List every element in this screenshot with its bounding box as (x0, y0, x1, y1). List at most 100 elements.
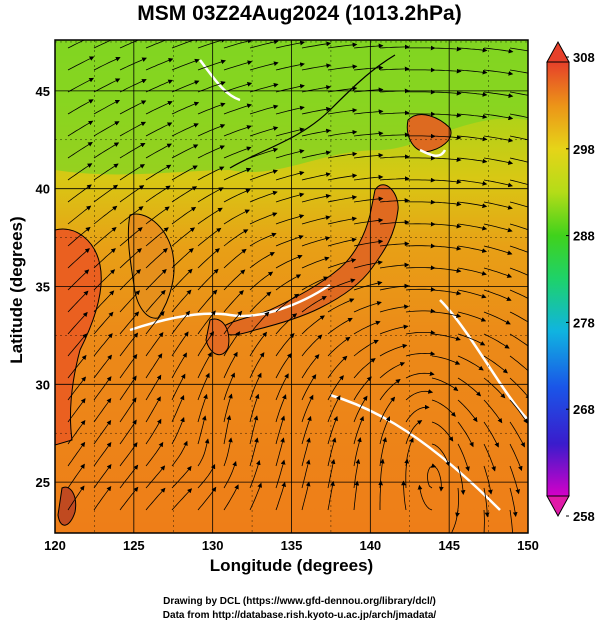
streamline (275, 481, 286, 511)
streamline (379, 362, 406, 379)
streamline (509, 267, 528, 276)
streamline (353, 395, 368, 423)
isotherm-line (329, 393, 501, 511)
streamline (223, 484, 239, 511)
streamline (509, 47, 528, 52)
streamline (353, 217, 384, 225)
streamline (223, 331, 241, 357)
streamline (249, 61, 279, 71)
streamline (93, 248, 116, 269)
streamline (431, 112, 462, 118)
streamline (67, 40, 86, 49)
streamline (509, 465, 521, 495)
colorbar-tick-label: 268 (573, 402, 595, 417)
streamline (509, 289, 528, 299)
streamline (327, 216, 357, 225)
streamline (93, 290, 115, 313)
streamline (483, 201, 513, 210)
streamline (93, 419, 112, 445)
streamline (93, 205, 118, 225)
streamline (67, 226, 91, 247)
streamline (119, 40, 148, 49)
streamline (483, 377, 506, 399)
streamline (509, 311, 528, 323)
streamline (353, 109, 384, 115)
y-tick-label: 30 (36, 377, 50, 392)
streamline (93, 121, 120, 137)
streamline (353, 480, 360, 511)
x-tick-label: 145 (438, 538, 460, 553)
isotherm-line (129, 283, 331, 332)
streamline (275, 214, 305, 225)
isotherm-line (439, 299, 528, 421)
streamline (119, 143, 146, 159)
streamline (249, 437, 259, 467)
streamline (353, 43, 384, 49)
streamline (275, 437, 285, 467)
streamline (457, 113, 488, 119)
streamline (379, 241, 410, 247)
streamline (457, 465, 466, 495)
streamline (249, 393, 260, 423)
streamline (171, 331, 189, 357)
streamline (431, 201, 462, 207)
streamline (457, 355, 484, 371)
colorbar-tick-label: 258 (573, 509, 595, 524)
streamline (197, 438, 210, 467)
streamline (509, 443, 523, 472)
streamline (457, 333, 486, 346)
streamline (509, 245, 528, 253)
streamline (197, 145, 225, 159)
streamline (301, 106, 332, 115)
streamline (401, 480, 407, 511)
streamline (197, 372, 210, 401)
streamline (431, 377, 459, 391)
streamline (197, 207, 223, 225)
streamline (275, 105, 305, 115)
streamline (353, 152, 384, 159)
streamline (379, 44, 410, 50)
streamline (145, 374, 162, 401)
streamline (509, 113, 528, 119)
streamline (301, 128, 331, 137)
streamline (379, 304, 409, 313)
streamline (405, 243, 436, 249)
streamline (353, 300, 382, 313)
streamline (119, 57, 147, 71)
y-axis-label: Latitude (degrees) (7, 216, 26, 364)
streamline (353, 415, 364, 445)
streamline (93, 354, 112, 379)
streamline (171, 440, 188, 467)
streamline (379, 66, 410, 72)
streamline (327, 173, 358, 181)
streamline (197, 81, 226, 93)
streamline (67, 376, 86, 401)
x-tick-label: 150 (517, 538, 539, 553)
streamline (145, 310, 165, 335)
streamline (431, 68, 462, 74)
streamline (427, 463, 437, 489)
streamline (197, 166, 225, 181)
streamline (275, 293, 300, 313)
isotherm-line (419, 148, 447, 157)
streamline (431, 179, 462, 185)
streamline (301, 334, 323, 357)
streamline (457, 179, 488, 186)
streamline (171, 352, 187, 379)
streamline (93, 442, 112, 467)
streamline (457, 311, 487, 322)
streamline (145, 40, 174, 49)
streamline (379, 416, 391, 445)
lat-lon-grid (55, 40, 528, 533)
streamline (353, 437, 362, 467)
streamline (483, 333, 510, 349)
streamline (509, 377, 528, 400)
streamline (483, 157, 514, 165)
streamline (93, 397, 112, 423)
streamline (171, 394, 185, 423)
streamline (275, 62, 305, 71)
streamline (327, 195, 358, 203)
streamline (249, 460, 261, 489)
colorbar-tick-label: 278 (573, 315, 595, 330)
streamline (405, 420, 423, 445)
